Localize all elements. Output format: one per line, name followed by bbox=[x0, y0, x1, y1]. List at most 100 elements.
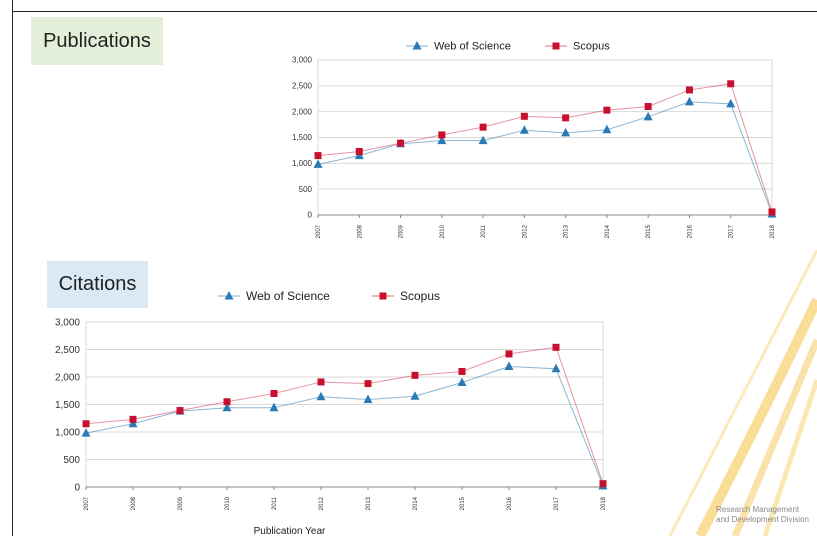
series-line-wos bbox=[317, 101, 773, 215]
series-line-wos bbox=[85, 366, 604, 487]
scopus-point bbox=[176, 407, 184, 415]
publications-title: Publications bbox=[31, 17, 163, 65]
x-tick-label: 2015 bbox=[460, 496, 466, 510]
wos-point bbox=[269, 402, 279, 412]
scopus-point bbox=[438, 131, 446, 139]
x-tick-label: 2009 bbox=[399, 224, 405, 238]
scopus-point bbox=[727, 80, 735, 88]
scopus-point bbox=[562, 114, 570, 122]
y-tick-label: 2,500 bbox=[55, 345, 80, 356]
scopus-point bbox=[223, 398, 231, 406]
scopus-point bbox=[599, 480, 607, 488]
footer-line-2: and Development Division bbox=[716, 515, 809, 524]
wos-point bbox=[316, 391, 326, 401]
y-tick-label: 0 bbox=[308, 211, 313, 220]
y-tick-label: 3,000 bbox=[292, 56, 313, 65]
y-tick-label: 1,000 bbox=[55, 427, 80, 438]
y-tick-label: 1,000 bbox=[292, 159, 313, 168]
x-tick-label: 2011 bbox=[481, 224, 487, 238]
series-line-scopus bbox=[317, 83, 773, 213]
scopus-point bbox=[603, 106, 611, 114]
scopus-point bbox=[411, 371, 419, 379]
x-tick-label: 2014 bbox=[413, 496, 419, 510]
wos-point bbox=[602, 124, 612, 134]
x-tick-label: 2008 bbox=[357, 224, 363, 238]
scopus-point bbox=[458, 368, 466, 375]
y-tick-label: 500 bbox=[63, 455, 80, 466]
wos-point bbox=[222, 402, 232, 412]
x-axis-title: Publication Year bbox=[254, 526, 326, 536]
scopus-point bbox=[552, 343, 560, 351]
decorative-swoosh bbox=[668, 249, 817, 536]
x-tick-label: 2011 bbox=[272, 496, 278, 510]
wos-point bbox=[478, 135, 488, 145]
scopus-point bbox=[768, 208, 776, 216]
scopus-point bbox=[479, 123, 487, 131]
series-line-scopus bbox=[85, 346, 604, 484]
frame-border-top bbox=[12, 11, 817, 12]
legend-marker-scopus bbox=[379, 292, 387, 300]
wos-point bbox=[437, 135, 447, 145]
x-tick-label: 2018 bbox=[770, 224, 776, 238]
scopus-point bbox=[397, 139, 405, 147]
legend-label: Web of Science bbox=[246, 289, 330, 303]
scopus-point bbox=[685, 86, 693, 94]
scopus-point bbox=[355, 147, 363, 155]
scopus-point bbox=[364, 380, 372, 388]
wos-point bbox=[457, 377, 467, 386]
wos-point bbox=[363, 394, 373, 404]
scopus-point bbox=[129, 415, 137, 423]
y-tick-label: 2,000 bbox=[292, 107, 313, 116]
x-tick-label: 2009 bbox=[178, 496, 184, 510]
wos-point bbox=[504, 361, 514, 371]
scopus-point bbox=[505, 350, 513, 358]
wos-point bbox=[519, 125, 529, 134]
x-tick-label: 2017 bbox=[729, 224, 735, 238]
legend-label: Scopus bbox=[573, 41, 610, 53]
legend-marker-wos bbox=[224, 291, 234, 300]
scopus-point bbox=[644, 103, 652, 110]
publications-chart: 0 500 1,000 1,500 2,000 2,500 3,000 2007 2008 200… bbox=[292, 41, 777, 238]
footer-org-label: Research Management and Development Divi… bbox=[716, 505, 809, 525]
x-tick-label: 2018 bbox=[601, 496, 607, 510]
y-tick-label: 0 bbox=[74, 482, 80, 493]
x-tick-label: 2016 bbox=[687, 224, 693, 238]
x-tick-label: 2010 bbox=[440, 224, 446, 238]
scopus-point bbox=[270, 390, 278, 397]
wos-point bbox=[81, 428, 91, 437]
wos-point bbox=[561, 127, 571, 137]
legend-label: Scopus bbox=[400, 289, 440, 303]
x-tick-label: 2014 bbox=[605, 224, 611, 238]
scopus-point bbox=[314, 152, 322, 160]
x-tick-label: 2008 bbox=[131, 496, 137, 510]
y-tick-label: 2,000 bbox=[55, 372, 80, 383]
legend-label: Web of Science bbox=[434, 41, 511, 53]
y-tick-label: 1,500 bbox=[292, 133, 313, 142]
wos-point bbox=[313, 159, 323, 168]
x-tick-label: 2016 bbox=[507, 496, 513, 510]
x-tick-label: 2007 bbox=[316, 224, 322, 238]
wos-point bbox=[684, 96, 694, 106]
scopus-point bbox=[317, 378, 325, 386]
y-tick-label: 3,000 bbox=[55, 317, 80, 328]
wos-point bbox=[551, 363, 561, 373]
scopus-point bbox=[82, 420, 90, 428]
wos-point bbox=[643, 111, 653, 121]
x-tick-label: 2013 bbox=[564, 224, 570, 238]
wos-point bbox=[410, 391, 420, 400]
x-tick-label: 2010 bbox=[225, 496, 231, 510]
scopus-point bbox=[520, 112, 528, 120]
wos-point bbox=[726, 98, 736, 108]
wos-point bbox=[128, 418, 138, 428]
x-tick-label: 2017 bbox=[554, 496, 560, 510]
footer-line-1: Research Management bbox=[716, 505, 800, 514]
x-tick-label: 2007 bbox=[84, 496, 90, 510]
citations-chart: 0 500 1,000 1,500 2,000 2,500 3,000 2007 2008 200… bbox=[55, 289, 608, 536]
legend-marker-scopus bbox=[552, 42, 560, 50]
frame-border-left bbox=[12, 0, 13, 536]
x-tick-label: 2012 bbox=[522, 224, 528, 238]
x-tick-label: 2013 bbox=[366, 496, 372, 510]
y-tick-label: 500 bbox=[299, 185, 313, 194]
citations-title: Citations bbox=[47, 261, 148, 308]
